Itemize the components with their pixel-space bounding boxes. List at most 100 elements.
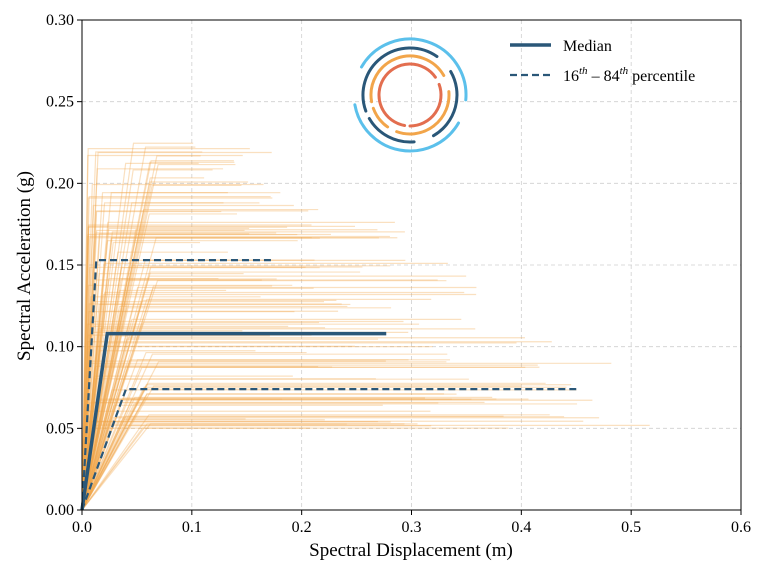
sample-curve xyxy=(81,421,391,511)
sample-curve xyxy=(81,305,348,511)
sample-curve xyxy=(81,229,378,511)
sample-curve xyxy=(81,148,250,511)
sample-curve xyxy=(81,237,379,511)
sample-curve xyxy=(81,208,319,511)
sample-curve xyxy=(81,359,409,511)
sample-curve xyxy=(81,298,432,511)
sample-curve xyxy=(81,279,262,511)
sample-curve xyxy=(81,237,320,511)
sample-curve xyxy=(81,213,237,511)
median-curve xyxy=(80,331,387,511)
sample-curve xyxy=(81,303,342,511)
sample-curve xyxy=(81,221,395,511)
sample-curve xyxy=(81,398,529,511)
sample-curve xyxy=(81,154,243,511)
y-tick-label: 0.25 xyxy=(46,94,74,111)
logo-arc xyxy=(367,117,416,144)
logo-arc xyxy=(408,82,443,128)
sample-curve xyxy=(81,299,337,511)
x-tick-label: 0.1 xyxy=(182,519,202,536)
sample-curve xyxy=(81,181,249,511)
legend-percentile-sup-1: th xyxy=(579,65,588,77)
sample-curve xyxy=(81,398,452,511)
sample-curve xyxy=(81,375,293,511)
x-tick-label: 0.6 xyxy=(731,519,751,536)
sample-curve xyxy=(81,204,294,511)
sample-capacity-curves xyxy=(81,142,650,511)
sample-curve xyxy=(81,403,578,511)
sample-curve xyxy=(81,237,398,511)
logo-arc xyxy=(360,37,468,102)
sample-curve xyxy=(81,311,295,511)
sample-curve xyxy=(81,423,418,511)
sample-curve xyxy=(81,227,250,511)
sample-curve xyxy=(81,398,472,511)
sample-curve xyxy=(81,296,261,511)
logo-arc xyxy=(353,103,460,153)
sample-curve xyxy=(81,196,271,511)
y-tick-label: 0.30 xyxy=(46,12,74,29)
sample-curve xyxy=(81,335,270,511)
sample-curve xyxy=(81,184,242,511)
y-axis-label: Spectral Acceleration (g) xyxy=(14,171,35,361)
sample-curve xyxy=(81,425,432,511)
y-tick-label: 0.15 xyxy=(46,257,74,274)
sample-curve xyxy=(81,401,485,511)
circular-arcs-logo xyxy=(353,37,468,153)
sample-curve xyxy=(81,366,540,511)
sample-curve xyxy=(81,231,405,511)
axis-ticks: 0.0 0.1 0.2 0.3 0.4 0.5 0.6 0.00 0.05 0.10 0.15 0.2… xyxy=(46,12,751,536)
x-tick-label: 0.5 xyxy=(621,519,641,536)
sample-curve xyxy=(81,160,234,511)
sample-curve xyxy=(81,382,546,511)
sample-curve xyxy=(81,233,331,511)
sample-curve xyxy=(81,279,438,511)
sample-curve xyxy=(81,273,244,511)
sample-curve xyxy=(81,378,376,511)
sample-curve xyxy=(81,235,390,511)
sample-curve xyxy=(81,384,572,511)
sample-curve xyxy=(81,320,404,511)
sample-curve xyxy=(81,338,379,511)
sample-curve xyxy=(81,146,196,511)
legend-median-label: Median xyxy=(563,38,612,55)
sample-curve xyxy=(81,318,462,511)
grid-lines xyxy=(82,20,741,510)
sample-curve xyxy=(81,393,457,511)
sample-curve xyxy=(81,341,552,511)
sample-curve xyxy=(81,417,600,511)
logo-arc xyxy=(377,62,437,128)
sample-curve xyxy=(81,285,273,511)
sample-curve xyxy=(81,419,325,511)
sample-curve xyxy=(81,293,477,511)
sample-curve xyxy=(81,237,312,511)
sample-curve xyxy=(81,192,228,511)
sample-curve xyxy=(81,287,314,511)
sample-curve xyxy=(81,330,243,511)
sample-curve xyxy=(81,423,405,511)
sample-curve xyxy=(81,265,391,511)
sample-curve xyxy=(81,415,504,511)
sample-curve xyxy=(81,420,378,511)
sample-curve xyxy=(81,342,517,511)
sample-curve xyxy=(81,233,298,511)
sample-curve xyxy=(81,240,298,511)
sample-curve xyxy=(81,266,363,511)
sample-curve xyxy=(81,225,356,511)
sample-curve xyxy=(81,420,584,511)
y-tick-label: 0.05 xyxy=(46,420,74,437)
sample-curve xyxy=(81,424,650,511)
sample-curve xyxy=(81,262,448,511)
legend: Median 16th – 84th percentile xyxy=(510,38,695,85)
sample-curve xyxy=(81,396,493,511)
legend-percentile-suffix: percentile xyxy=(628,68,695,85)
sample-curve xyxy=(81,289,227,511)
sample-curve xyxy=(81,361,447,511)
sample-curve xyxy=(81,278,277,511)
sample-curve xyxy=(81,226,288,511)
sample-curve xyxy=(81,345,355,511)
sample-curve xyxy=(81,353,448,511)
sample-curve xyxy=(81,163,236,511)
sample-curve xyxy=(81,310,339,511)
sample-curve xyxy=(81,418,246,511)
